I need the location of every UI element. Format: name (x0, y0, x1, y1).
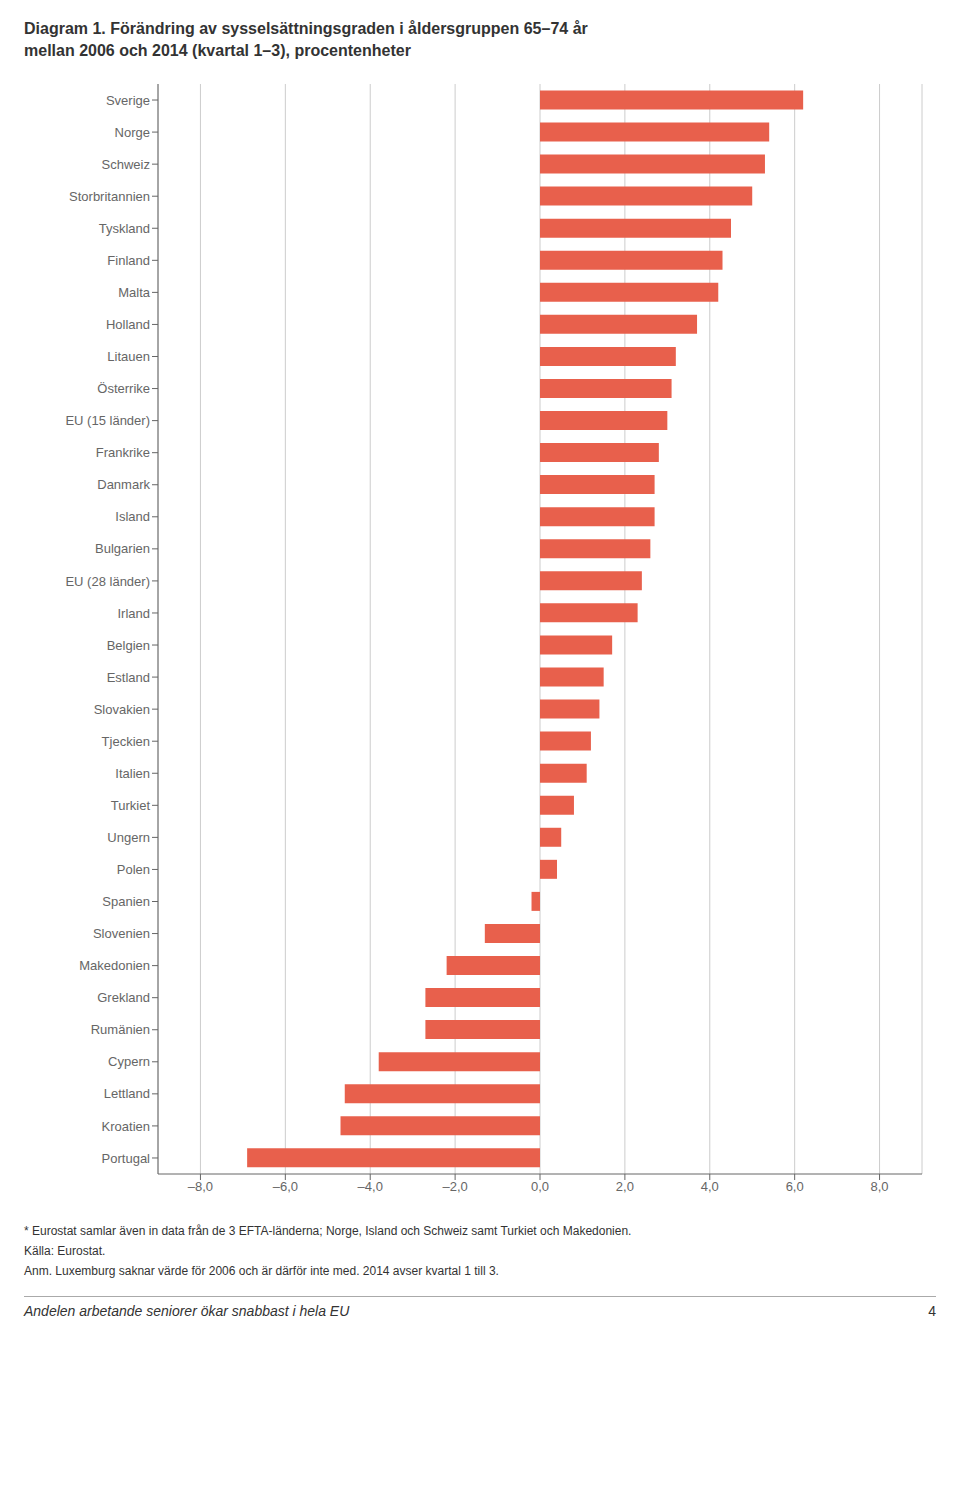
svg-text:Irland: Irland (117, 606, 150, 621)
svg-text:Norge: Norge (115, 125, 150, 140)
svg-text:6,0: 6,0 (786, 1179, 804, 1194)
html-text:* Eurostat samlar även in data: * Eurostat samlar även in data från de 3… (24, 1224, 632, 1238)
svg-text:8,0: 8,0 (871, 1179, 889, 1194)
svg-text:Schweiz: Schweiz (102, 157, 150, 172)
svg-text:Österrike: Österrike (97, 381, 150, 396)
svg-text:EU (28 länder): EU (28 länder) (65, 574, 150, 589)
svg-text:Portugal: Portugal (102, 1151, 151, 1166)
svg-text:Lettland: Lettland (104, 1086, 150, 1101)
svg-text:Frankrike: Frankrike (96, 445, 150, 460)
svg-text:Litauen: Litauen (107, 349, 150, 364)
html-text:mellan 2006 och 2014 (kvartal: mellan 2006 och 2014 (kvartal 1–3), proc… (24, 42, 411, 59)
svg-text:Sverige: Sverige (106, 93, 150, 108)
svg-text:Belgien: Belgien (107, 638, 150, 653)
svg-text:Finland: Finland (107, 253, 150, 268)
svg-text:Kroatien: Kroatien (102, 1119, 150, 1134)
svg-text:Estland: Estland (107, 670, 150, 685)
svg-text:Tjeckien: Tjeckien (102, 734, 150, 749)
svg-text:Grekland: Grekland (97, 990, 150, 1005)
svg-text:Spanien: Spanien (102, 894, 150, 909)
html-text:Diagram 1. Förändring av sysse: Diagram 1. Förändring av sysselsättnings… (24, 20, 588, 37)
svg-text:Slovenien: Slovenien (93, 926, 150, 941)
svg-text:–2,0: –2,0 (442, 1179, 467, 1194)
svg-text:EU (15 länder): EU (15 länder) (65, 413, 150, 428)
svg-text:–8,0: –8,0 (188, 1179, 213, 1194)
svg-text:2,0: 2,0 (616, 1179, 634, 1194)
svg-text:Malta: Malta (118, 285, 151, 300)
svg-text:Polen: Polen (117, 862, 150, 877)
svg-text:Turkiet: Turkiet (111, 798, 151, 813)
svg-text:Island: Island (115, 509, 150, 524)
svg-text:Storbritannien: Storbritannien (69, 189, 150, 204)
svg-text:Bulgarien: Bulgarien (95, 541, 150, 556)
html-text:4: 4 (928, 1303, 936, 1319)
svg-text:Slovakien: Slovakien (94, 702, 150, 717)
svg-text:Holland: Holland (106, 317, 150, 332)
svg-text:Tyskland: Tyskland (99, 221, 150, 236)
svg-text:Ungern: Ungern (107, 830, 150, 845)
svg-text:0,0: 0,0 (531, 1179, 549, 1194)
svg-text:–6,0: –6,0 (273, 1179, 298, 1194)
svg-text:4,0: 4,0 (701, 1179, 719, 1194)
svg-text:Danmark: Danmark (97, 477, 150, 492)
svg-text:–4,0: –4,0 (358, 1179, 383, 1194)
svg-text:Makedonien: Makedonien (79, 958, 150, 973)
html-text:Källa: Eurostat.: Källa: Eurostat. (24, 1244, 106, 1258)
html-text:Andelen arbetande seniorer öka: Andelen arbetande seniorer ökar snabbast… (24, 1303, 350, 1319)
html-text:Anm. Luxemburg saknar värde fö: Anm. Luxemburg saknar värde för 2006 och… (24, 1264, 499, 1278)
svg-text:Cypern: Cypern (108, 1054, 150, 1069)
svg-text:Italien: Italien (115, 766, 150, 781)
svg-text:Rumänien: Rumänien (91, 1022, 150, 1037)
